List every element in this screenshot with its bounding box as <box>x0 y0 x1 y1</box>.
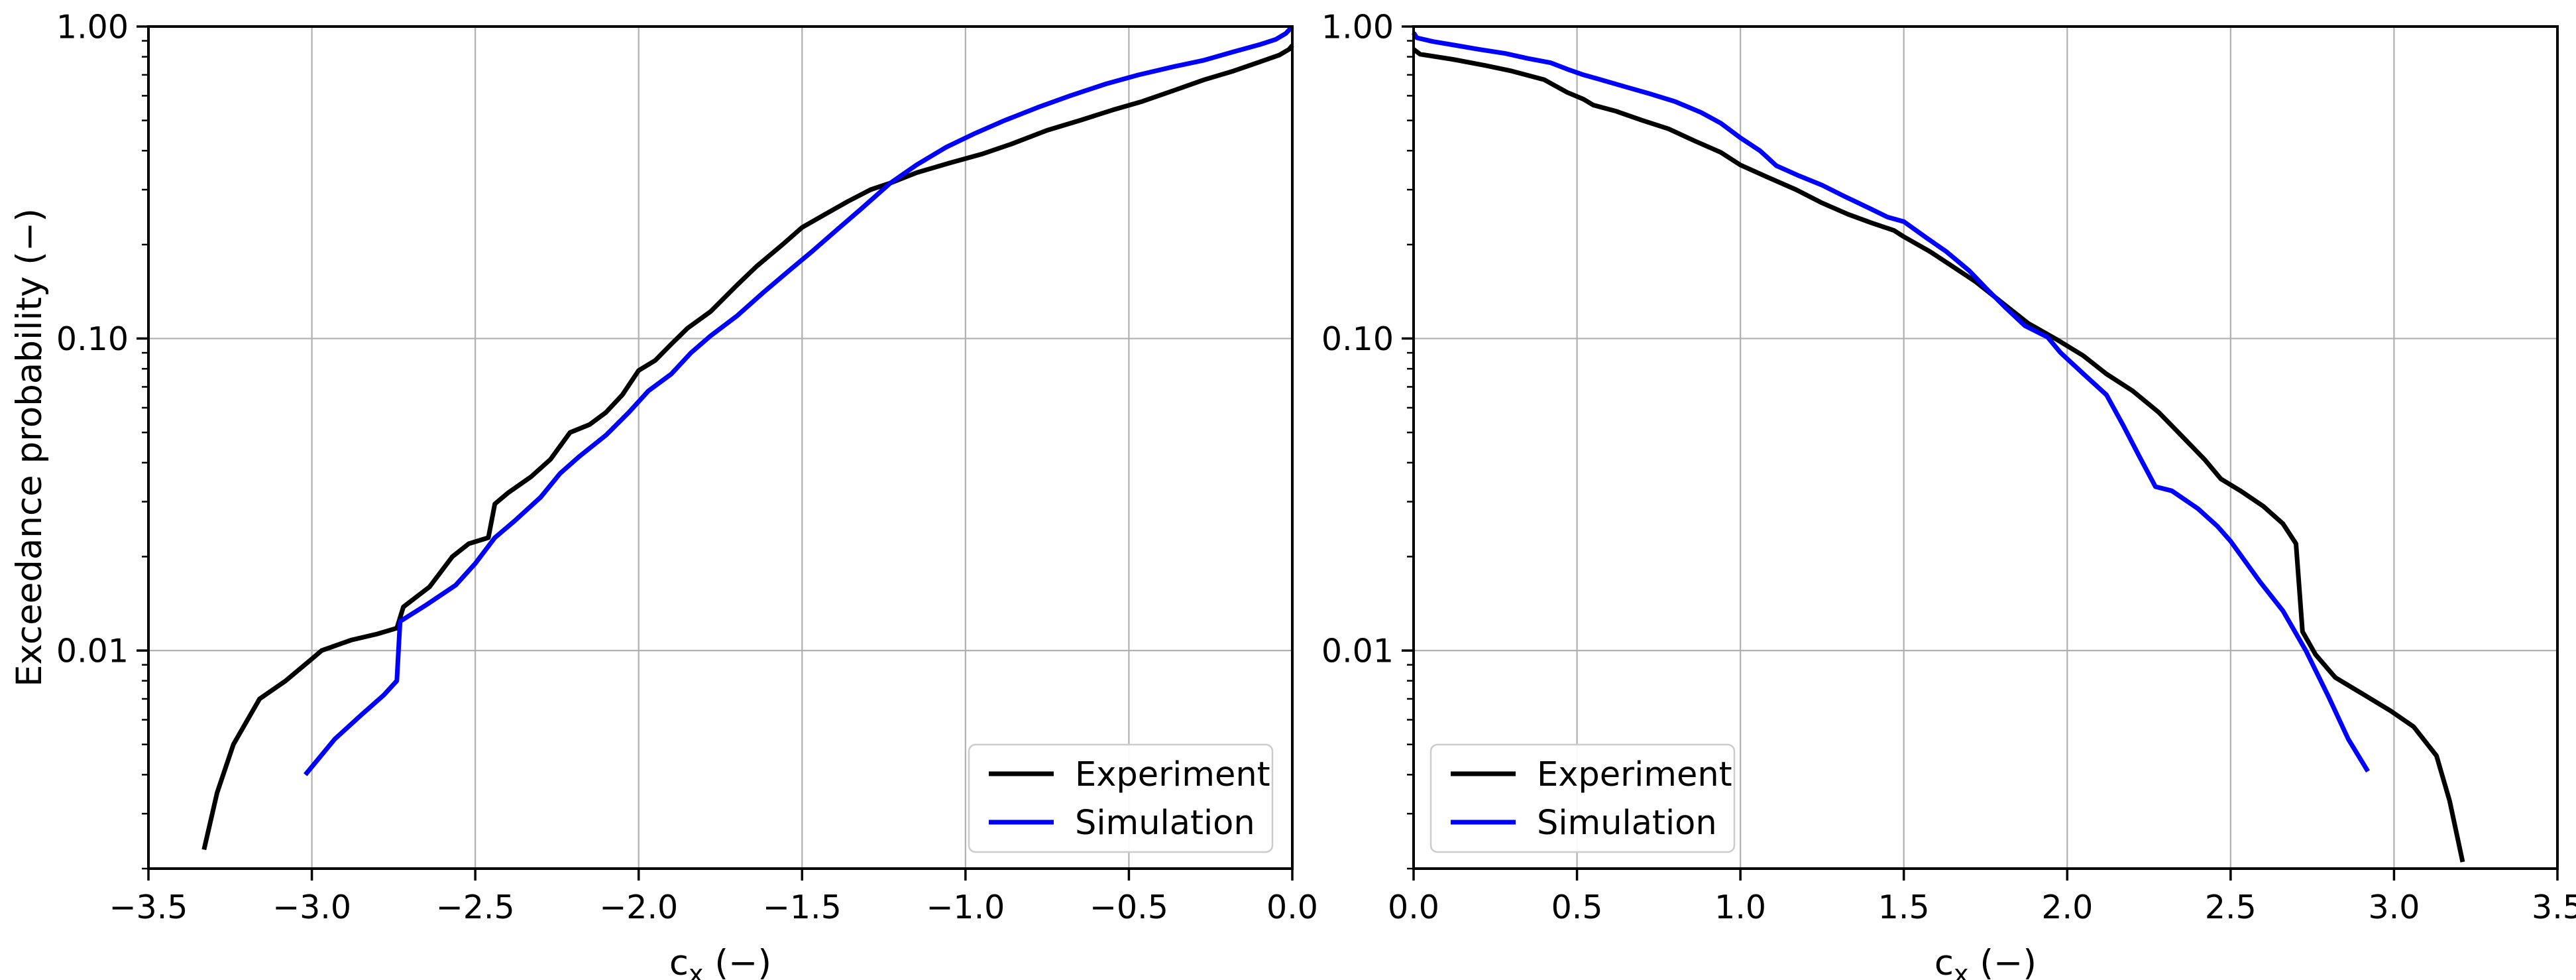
x-tick-label: 1.5 <box>1878 888 1930 926</box>
legend-label-experiment: Experiment <box>1075 755 1270 794</box>
right-panel: 0.0 0.5 1.0 1.5 2.0 2.5 3.0 3.5 1.00 0.10 0.01 cx (… <box>1321 9 2576 980</box>
y-minor-ticks <box>1407 40 1414 870</box>
y-minor-ticks <box>142 40 148 870</box>
axes-spines <box>147 25 1294 870</box>
x-tick-label: −0.5 <box>1090 888 1168 926</box>
x-tick-label: −3.5 <box>109 888 188 926</box>
y-tick-label: 0.10 <box>1321 320 1394 358</box>
x-tick-label: 3.0 <box>2368 888 2420 926</box>
x-tick-label: 3.5 <box>2532 888 2576 926</box>
legend-label-experiment: Experiment <box>1537 755 1732 794</box>
legend: Experiment Simulation <box>968 743 1274 853</box>
x-tick-label: 2.5 <box>2205 888 2257 926</box>
x-tick-label: −2.5 <box>436 888 515 926</box>
y-tick-label: 0.10 <box>56 320 129 358</box>
left-panel: −3.5 −3.0 −2.5 −2.0 −1.5 −1.0 −0.5 0.0 1.00 0.10 0… <box>9 9 1318 980</box>
x-tick-label: 0.5 <box>1551 888 1603 926</box>
x-tick-label: −2.0 <box>599 888 678 926</box>
axes-spines <box>1412 25 2559 870</box>
simulation-line <box>1412 31 2370 773</box>
experiment-line <box>1412 47 2465 863</box>
y-tick-label: 0.01 <box>56 633 129 670</box>
x-tick-label: −1.0 <box>926 888 1005 926</box>
x-axis-label: cx (−) <box>1934 943 2037 980</box>
y-tick-label: 1.00 <box>56 9 129 46</box>
x-tick-label: 2.0 <box>2041 888 2093 926</box>
simulation-line <box>304 25 1294 776</box>
x-tick-label: −1.5 <box>763 888 842 926</box>
x-tick-label: 0.0 <box>1388 888 1439 926</box>
y-axis-label: Exceedance probability (−) <box>9 208 50 687</box>
x-tick-label: 1.0 <box>1714 888 1766 926</box>
legend: Experiment Simulation <box>1429 743 1736 853</box>
x-tick-label: −3.0 <box>272 888 351 926</box>
y-ticks <box>1402 25 1414 652</box>
x-axis-label: cx (−) <box>669 943 771 980</box>
y-ticks <box>137 25 148 652</box>
y-tick-label: 0.01 <box>1321 633 1394 670</box>
legend-label-simulation: Simulation <box>1075 804 1255 843</box>
legend-label-simulation: Simulation <box>1537 804 1717 843</box>
y-tick-label: 1.00 <box>1321 9 1394 46</box>
x-ticks <box>1412 869 2559 881</box>
x-tick-label: 0.0 <box>1266 888 1318 926</box>
experiment-line <box>201 44 1294 851</box>
x-ticks <box>147 869 1294 881</box>
